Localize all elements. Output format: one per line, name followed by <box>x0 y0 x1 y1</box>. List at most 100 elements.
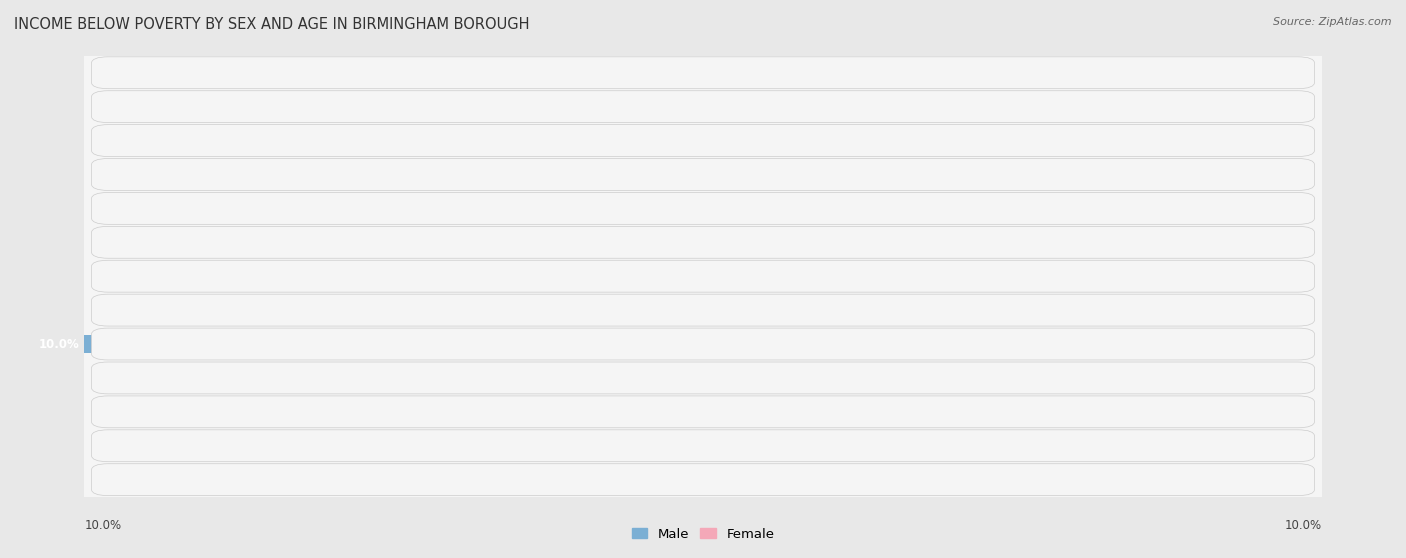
Bar <box>830 124 1322 157</box>
Bar <box>830 395 1322 429</box>
Text: Source: ZipAtlas.com: Source: ZipAtlas.com <box>1274 17 1392 27</box>
Bar <box>830 470 849 489</box>
Bar <box>576 124 830 157</box>
Text: 0.0%: 0.0% <box>524 439 554 452</box>
Text: 18 to 24 Years: 18 to 24 Years <box>661 270 745 283</box>
Bar <box>830 225 1322 259</box>
Text: 0.0%: 0.0% <box>524 372 554 384</box>
Bar <box>830 361 1322 395</box>
Bar <box>557 165 576 184</box>
Bar <box>576 191 830 225</box>
Text: 0.0%: 0.0% <box>852 168 882 181</box>
Text: 0.0%: 0.0% <box>852 338 882 350</box>
Bar <box>576 361 830 395</box>
Text: 0.0%: 0.0% <box>852 473 882 486</box>
Bar <box>576 327 830 361</box>
Text: Under 5 Years: Under 5 Years <box>662 66 744 79</box>
Text: 0.0%: 0.0% <box>524 202 554 215</box>
Bar <box>830 267 849 286</box>
Text: 55 to 64 Years: 55 to 64 Years <box>661 405 745 418</box>
Bar <box>557 436 576 455</box>
Bar <box>576 395 830 429</box>
Bar <box>84 56 576 90</box>
Bar <box>557 64 576 82</box>
Bar <box>84 191 576 225</box>
Text: 0.0%: 0.0% <box>852 202 882 215</box>
Bar <box>84 335 576 353</box>
Bar <box>576 225 830 259</box>
Bar <box>84 225 576 259</box>
Bar <box>84 157 576 191</box>
Bar <box>830 436 849 455</box>
Text: 75 Years and over: 75 Years and over <box>650 473 756 486</box>
Bar <box>576 293 830 327</box>
Text: 25 to 34 Years: 25 to 34 Years <box>661 304 745 316</box>
Text: 12 to 14 Years: 12 to 14 Years <box>661 168 745 181</box>
Text: 0.0%: 0.0% <box>852 270 882 283</box>
Bar <box>576 56 830 90</box>
Bar <box>576 157 830 191</box>
Bar <box>84 90 576 124</box>
Bar <box>830 165 849 184</box>
Bar <box>557 131 576 150</box>
Text: 0.0%: 0.0% <box>524 236 554 249</box>
Bar <box>830 369 849 387</box>
Text: 10.0%: 10.0% <box>39 338 80 350</box>
Text: 0.0%: 0.0% <box>852 439 882 452</box>
Bar <box>84 361 576 395</box>
Text: 35 to 44 Years: 35 to 44 Years <box>661 338 745 350</box>
Text: 45 to 54 Years: 45 to 54 Years <box>661 372 745 384</box>
Text: 10.0%: 10.0% <box>1285 519 1322 532</box>
Text: 0.0%: 0.0% <box>852 134 882 147</box>
Bar <box>557 301 576 319</box>
Bar <box>830 259 1322 293</box>
Text: 0.0%: 0.0% <box>524 134 554 147</box>
Bar <box>830 429 1322 463</box>
Text: 16 and 17 Years: 16 and 17 Years <box>655 236 751 249</box>
Bar <box>84 395 576 429</box>
Text: 0.0%: 0.0% <box>852 236 882 249</box>
Text: 0.0%: 0.0% <box>524 168 554 181</box>
Bar <box>830 293 1322 327</box>
Text: 0.0%: 0.0% <box>852 405 882 418</box>
Text: 15 Years: 15 Years <box>678 202 728 215</box>
Text: 10.0%: 10.0% <box>84 519 121 532</box>
Bar <box>830 327 1322 361</box>
Bar <box>557 369 576 387</box>
Legend: Male, Female: Male, Female <box>626 522 780 546</box>
Text: 0.0%: 0.0% <box>524 66 554 79</box>
Bar <box>830 402 849 421</box>
Bar <box>830 56 1322 90</box>
Bar <box>576 429 830 463</box>
Bar <box>830 335 849 353</box>
Text: 0.0%: 0.0% <box>524 405 554 418</box>
Bar <box>557 233 576 252</box>
Bar <box>830 157 1322 191</box>
Bar <box>576 90 830 124</box>
Text: 0.0%: 0.0% <box>852 100 882 113</box>
Bar <box>84 327 576 361</box>
Text: INCOME BELOW POVERTY BY SEX AND AGE IN BIRMINGHAM BOROUGH: INCOME BELOW POVERTY BY SEX AND AGE IN B… <box>14 17 530 32</box>
Bar <box>557 97 576 116</box>
Bar <box>830 199 849 218</box>
Bar <box>830 90 1322 124</box>
Bar <box>576 259 830 293</box>
Bar <box>830 64 849 82</box>
Text: 0.0%: 0.0% <box>524 100 554 113</box>
Bar <box>830 301 849 319</box>
Bar <box>830 97 849 116</box>
Text: 5 Years: 5 Years <box>682 100 724 113</box>
Text: 0.0%: 0.0% <box>852 66 882 79</box>
Text: 0.0%: 0.0% <box>524 270 554 283</box>
Bar <box>84 429 576 463</box>
Text: 0.0%: 0.0% <box>852 372 882 384</box>
Bar <box>830 131 849 150</box>
Bar <box>830 463 1322 497</box>
Text: 6 to 11 Years: 6 to 11 Years <box>665 134 741 147</box>
Bar <box>84 124 576 157</box>
Bar <box>84 259 576 293</box>
Bar <box>576 463 830 497</box>
Bar <box>84 293 576 327</box>
Text: 0.0%: 0.0% <box>852 304 882 316</box>
Bar <box>557 199 576 218</box>
